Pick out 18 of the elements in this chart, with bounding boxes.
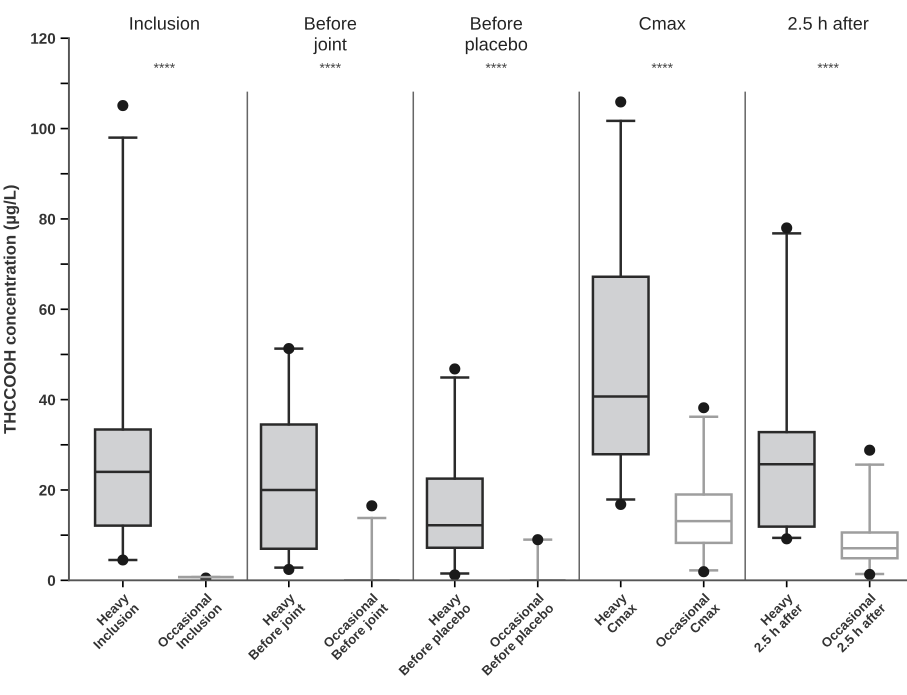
annotation: **** [154,63,175,68]
text: Inclusion [130,16,199,30]
y-tick-label: 60 [39,304,56,315]
text: Cmax [640,17,686,30]
y-axis-title: THCCOOH concentration (µg/L) [4,185,20,434]
annotation: Before joint [305,16,356,54]
annotation: **** [320,63,341,68]
y-tick-label: 0 [48,575,56,586]
y-tick-label: 100 [31,123,56,134]
y-tick-label: 80 [39,214,56,225]
annotation: Before placebo [466,16,528,54]
y-tick-label: 120 [31,33,56,44]
annotation: **** [486,63,507,68]
text: 2.5 h after [788,16,869,30]
y-tick-label: 20 [39,484,56,496]
y-tick-label: 40 [38,394,56,406]
annotation: **** [818,63,839,68]
annotation: **** [652,63,673,68]
